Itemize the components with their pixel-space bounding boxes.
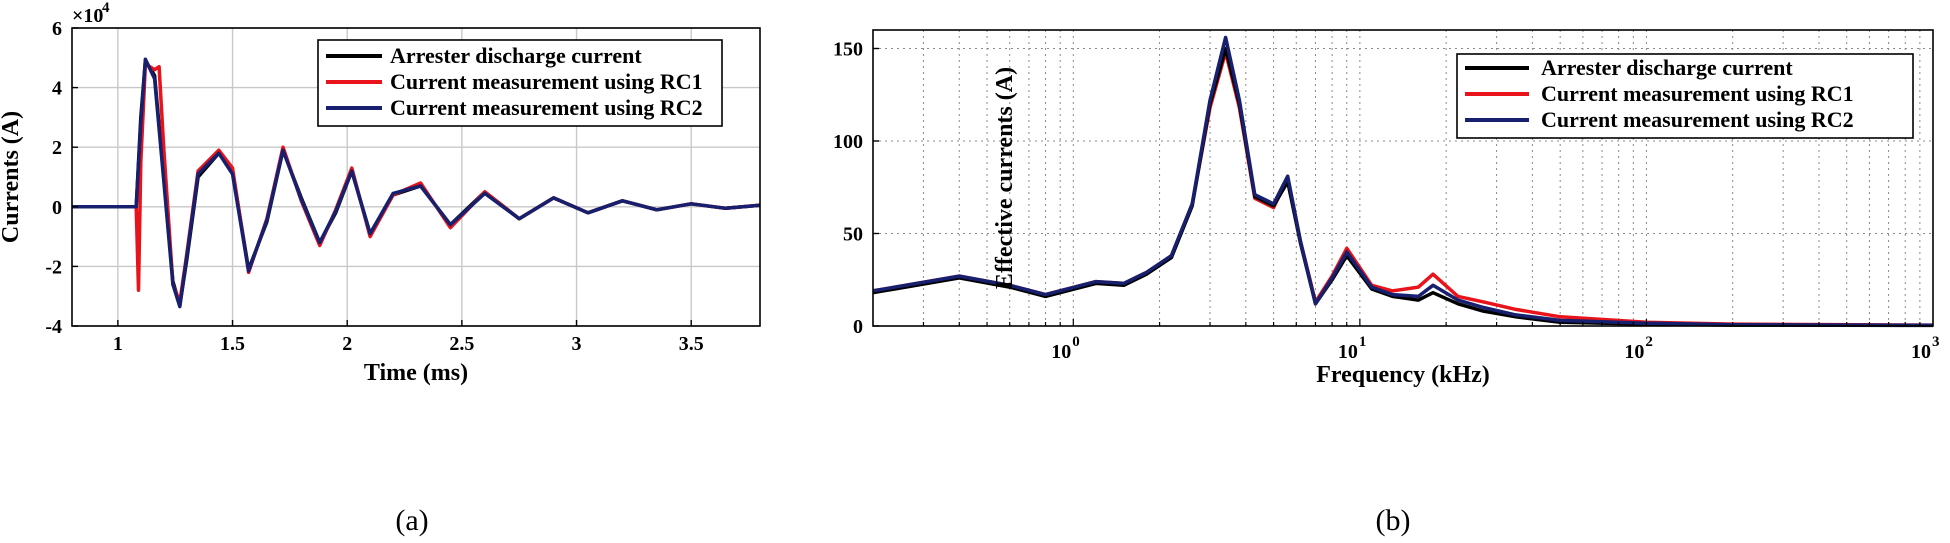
chart-b-x-tick-label: 10 bbox=[1911, 341, 1931, 363]
chart-a-frame bbox=[71, 27, 761, 327]
chart-a-y-axis-label: Currents (A) bbox=[0, 111, 24, 243]
chart-a-x-tick-label: 2 bbox=[342, 333, 352, 355]
chart-b-x-tick-label: 10 bbox=[1051, 341, 1071, 363]
chart-a-legend-box bbox=[317, 39, 723, 127]
chart-b-y-tick-label: 150 bbox=[833, 39, 863, 61]
chart-b-x-tick-exponent: 2 bbox=[1645, 334, 1653, 350]
chart-a-y-multiplier-base: ×10 bbox=[72, 5, 103, 27]
chart-b-x-tick-exponent: 1 bbox=[1359, 334, 1367, 350]
chart-a-x-tick-label: 1.5 bbox=[220, 333, 245, 355]
chart-a-y-tick-label: 0 bbox=[52, 197, 62, 219]
chart-b-frame bbox=[872, 29, 1934, 327]
chart-a-lines bbox=[72, 57, 761, 309]
chart-b-x-tick-exponent: 0 bbox=[1072, 334, 1080, 350]
chart-b-y-tick-label: 100 bbox=[833, 131, 863, 153]
chart-a-y-tick-label: -2 bbox=[45, 256, 62, 278]
chart-b-legend-label: Current measurement using RC2 bbox=[1541, 107, 1854, 132]
chart-a-series-line bbox=[72, 57, 761, 309]
chart-a-x-tick-label: 3.5 bbox=[679, 333, 704, 355]
chart-b-x-axis-label: Frequency (kHz) bbox=[1316, 362, 1490, 388]
chart-b-x-tick-label: 10 bbox=[1624, 341, 1644, 363]
chart-b-x-tick-exponent: 3 bbox=[1932, 334, 1940, 350]
chart-a-x-tick-label: 1 bbox=[113, 333, 123, 355]
chart-a-legend-label: Current measurement using RC2 bbox=[390, 95, 703, 120]
chart-b-y-tick-label: 0 bbox=[853, 316, 863, 338]
chart-a-x-tick-label: 2.5 bbox=[449, 333, 474, 355]
chart-b-legend-box bbox=[1456, 53, 1914, 139]
chart-b-legend-label: Arrester discharge current bbox=[1541, 55, 1793, 80]
chart-a-legend-label: Arrester discharge current bbox=[390, 43, 642, 68]
chart-a: 1 1.5 2 2.5 3 3.5 -4 -2 0 2 4 6 ×10 4 Time (ms) Cur… bbox=[0, 0, 761, 537]
chart-a-x-axis-label: Time (ms) bbox=[364, 360, 468, 386]
chart-a-legend-label: Current measurement using RC1 bbox=[390, 69, 703, 94]
chart-a-y-tick-label: 6 bbox=[52, 18, 62, 40]
chart-b-lines bbox=[872, 35, 1934, 328]
chart-a-x-tick-label: 3 bbox=[572, 333, 582, 355]
chart-b-x-tick-label: 10 bbox=[1338, 341, 1358, 363]
chart-b-y-tick-label: 50 bbox=[843, 224, 863, 246]
chart-a-ticks: 1 1.5 2 2.5 3 3.5 -4 -2 0 2 4 6 bbox=[45, 18, 703, 355]
chart-a-y-tick-label: 4 bbox=[52, 78, 62, 100]
chart-a-y-tick-label: -4 bbox=[45, 316, 62, 338]
chart-a-y-multiplier-exp: 4 bbox=[102, 0, 110, 16]
chart-b-panel-label: (b) bbox=[1376, 504, 1411, 537]
chart-b-series-line bbox=[872, 35, 1934, 328]
chart-a-panel-label: (a) bbox=[395, 504, 428, 537]
chart-b-y-axis-label: Effective currents (A) bbox=[992, 67, 1018, 289]
chart-b-legend-label: Current measurement using RC1 bbox=[1541, 81, 1854, 106]
chart-a-y-tick-label: 2 bbox=[52, 137, 62, 159]
